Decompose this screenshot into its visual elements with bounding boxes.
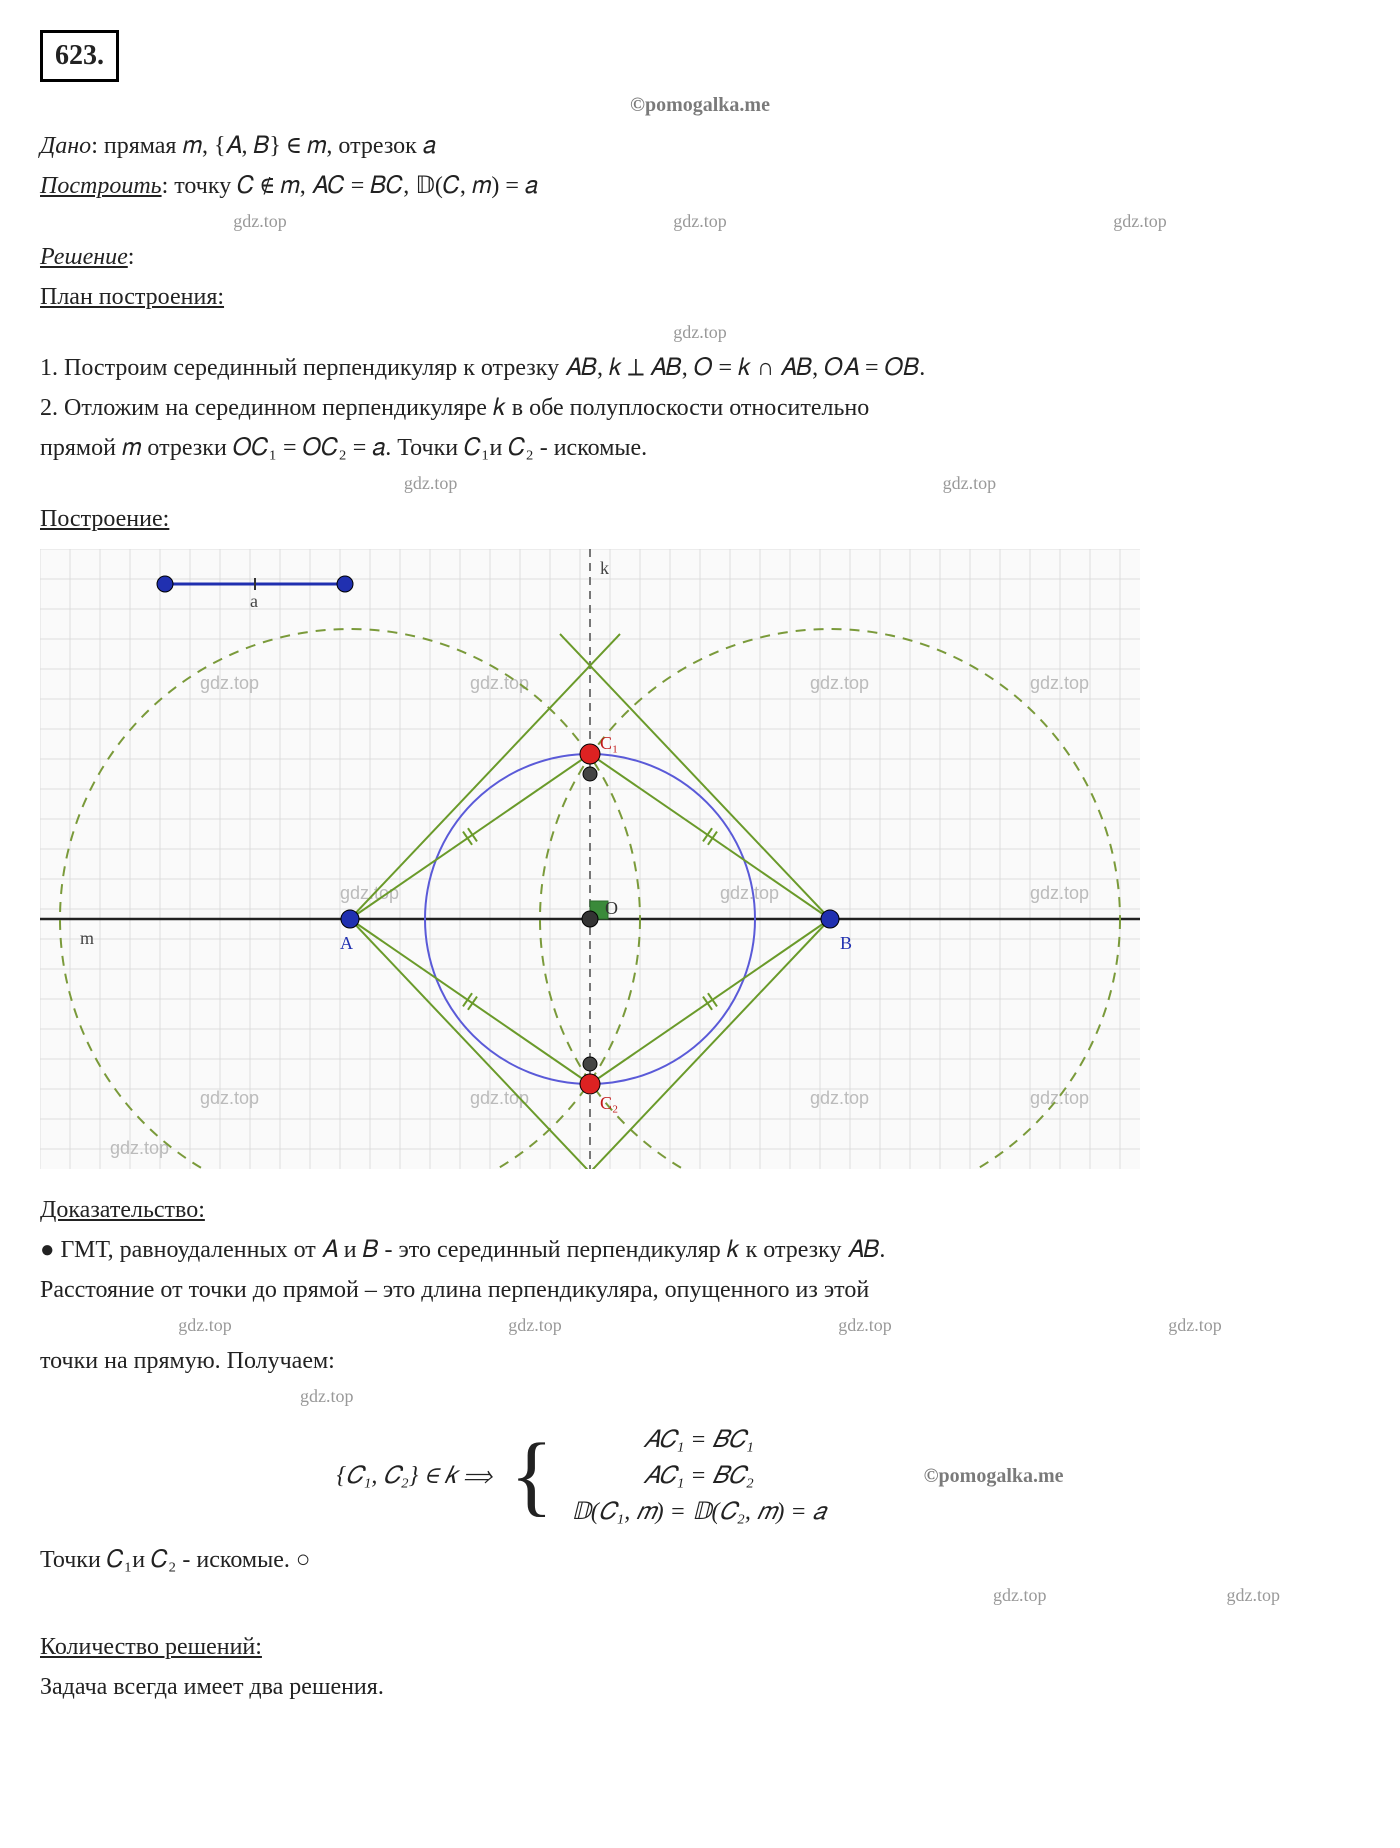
wm-row-4: gdz.topgdz.topgdz.topgdz.top [40,1312,1360,1339]
svg-text:gdz.top: gdz.top [340,883,399,903]
wm-row-2: gdz.top [40,319,1360,346]
eq-lines: 𝐴𝐶₁ = 𝐵𝐶₁ 𝐴𝐶₁ = 𝐵𝐶₂ 𝔻(𝐶₁, 𝑚) = 𝔻(𝐶₂, 𝑚) … [571,1422,825,1530]
svg-text:A: A [340,933,353,953]
svg-text:gdz.top: gdz.top [810,673,869,693]
plan-step-2b: прямой 𝑚 отрезки 𝑂𝐶₁ = 𝑂𝐶₂ = 𝑎. Точки 𝐶₁… [40,430,1360,466]
svg-text:gdz.top: gdz.top [810,1088,869,1108]
proof-line-1: ● ГМТ, равноудаленных от 𝐴 и 𝐵 - это сер… [40,1232,1360,1268]
svg-text:a: a [250,591,258,611]
watermark-top: ©pomogalka.me [40,90,1360,120]
proof-line-3: точки на прямую. Получаем: [40,1343,1360,1379]
geometry-svg: gdz.top gdz.top gdz.top gdz.top gdz.top gdz.t… [40,549,1140,1169]
svg-text:C₂: C₂ [600,1093,618,1113]
problem-number: 623. [40,30,119,82]
eq-line-3: 𝔻(𝐶₁, 𝑚) = 𝔻(𝐶₂, 𝑚) = 𝑎 [571,1494,825,1530]
construct-label: Построить [40,173,162,199]
geometry-diagram: gdz.top gdz.top gdz.top gdz.top gdz.top gdz.t… [40,549,1360,1180]
wm-row-6: gdz.topgdz.top [40,1582,1360,1609]
wm-row-5: gdz.top [40,1383,1360,1410]
svg-text:m: m [80,928,94,948]
given-line: Дано: прямая 𝑚, {𝐴, 𝐵} ∈ 𝑚, отрезок 𝑎 [40,128,1360,164]
plan-step-2a: 2. Отложим на серединном перпендикуляре … [40,390,1360,426]
solution-label: Решение: [40,239,1360,275]
given-label: Дано [40,133,91,159]
eq-line-2: 𝐴𝐶₁ = 𝐵𝐶₂ [643,1458,754,1494]
svg-text:gdz.top: gdz.top [1030,1088,1089,1108]
svg-text:gdz.top: gdz.top [200,673,259,693]
svg-text:gdz.top: gdz.top [200,1088,259,1108]
brace-icon: { [510,1440,553,1512]
svg-text:B: B [840,933,852,953]
svg-text:gdz.top: gdz.top [470,673,529,693]
construction-heading: Построение: [40,501,1360,537]
wm-right-2: ©pomogalka.me [924,1461,1064,1491]
final-points: Точки 𝐶₁и 𝐶₂ - искомые. ○ [40,1542,1360,1578]
wm-row-3: gdz.topgdz.top [40,470,1360,497]
given-text: : прямая 𝑚, {𝐴, 𝐵} ∈ 𝑚, отрезок 𝑎 [91,133,436,159]
construct-line: Построить: точку 𝐶 ∉ 𝑚, 𝐴𝐶 = 𝐵𝐶, 𝔻(𝐶, 𝑚)… [40,168,1360,204]
svg-text:O: O [605,898,618,918]
svg-text:gdz.top: gdz.top [720,883,779,903]
svg-text:gdz.top: gdz.top [110,1138,169,1158]
wm-row-1: gdz.topgdz.topgdz.top [40,208,1360,235]
svg-text:gdz.top: gdz.top [1030,673,1089,693]
svg-text:gdz.top: gdz.top [1030,883,1089,903]
eq-line-1: 𝐴𝐶₁ = 𝐵𝐶₁ [643,1422,754,1458]
eq-left: {𝐶₁, 𝐶₂} ∈ 𝑘 ⟹ [336,1458,492,1494]
count-text: Задача всегда имеет два решения. [40,1669,1360,1705]
count-heading: Количество решений: [40,1629,1360,1665]
proof-line-2: Расстояние от точки до прямой – это длин… [40,1272,1360,1308]
plan-heading: План построения: [40,279,1360,315]
svg-text:k: k [600,558,609,578]
proof-heading: Доказательство: [40,1192,1360,1228]
construct-text: : точку 𝐶 ∉ 𝑚, 𝐴𝐶 = 𝐵𝐶, 𝔻(𝐶, 𝑚) = 𝑎 [162,173,538,199]
svg-text:C₁: C₁ [600,733,618,753]
plan-step-1: 1. Построим серединный перпендикуляр к о… [40,350,1360,386]
equation-block: {𝐶₁, 𝐶₂} ∈ 𝑘 ⟹ { 𝐴𝐶₁ = 𝐵𝐶₁ 𝐴𝐶₁ = 𝐵𝐶₂ 𝔻(𝐶… [40,1422,1360,1530]
